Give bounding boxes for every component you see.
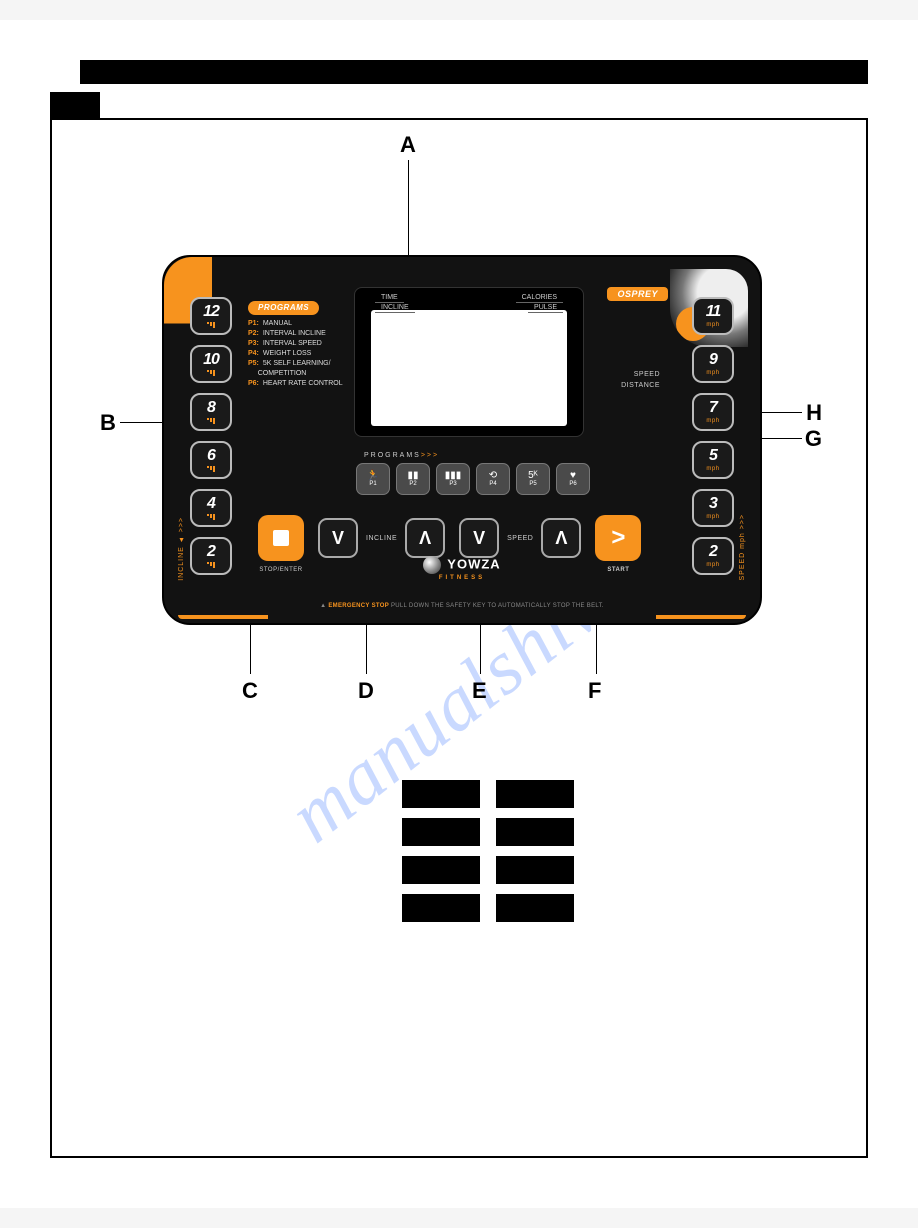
program-button-p4[interactable]: ⟲P4 [476, 463, 510, 495]
speed-quick-5[interactable]: 5mph [692, 441, 734, 479]
programs-button-row: 🏃P1▮▮P2▮▮▮P3⟲P45ᴷP5♥P6 [356, 463, 590, 495]
programs-row-label-text: PROGRAMS [364, 452, 421, 459]
lcd-label-incline: INCLINE [375, 304, 415, 313]
redacted-box [402, 818, 480, 846]
warning-text: PULL DOWN THE SAFETY KEY TO AUTOMATICALL… [391, 603, 604, 609]
programs-legend-item: P4: WEIGHT LOSS [248, 349, 343, 359]
redacted-boxes-grid [402, 780, 574, 922]
incline-adjust-group: V INCLINE Λ [318, 518, 445, 558]
lcd-label-distance: DISTANCE [621, 382, 660, 389]
logo-subtitle: FITNESS [164, 575, 760, 581]
programs-row-label: PROGRAMS>>> [364, 452, 439, 459]
programs-row-chevrons: >>> [421, 452, 439, 459]
callout-b: B [100, 410, 116, 436]
incline-up-button[interactable]: Λ [405, 518, 445, 558]
incline-quick-6[interactable]: 6 [190, 441, 232, 479]
play-icon: > [611, 524, 625, 552]
accent-bottom-right [656, 615, 746, 619]
programs-legend-item: P3: INTERVAL SPEED [248, 339, 343, 349]
speed-quick-11[interactable]: 11mph [692, 297, 734, 335]
incline-quick-4[interactable]: 4 [190, 489, 232, 527]
speed-quick-7[interactable]: 7mph [692, 393, 734, 431]
callout-h-label: H [806, 400, 822, 425]
lcd-top-labels: TIME CALORIES [375, 294, 563, 303]
redacted-box [496, 894, 574, 922]
callout-e: E [472, 678, 487, 704]
callout-d: D [358, 678, 374, 704]
model-badge: OSPREY [607, 287, 668, 301]
lcd-right-labels: SPEED DISTANCE [621, 367, 660, 393]
speed-quick-3[interactable]: 3mph [692, 489, 734, 527]
programs-legend-item: P2: INTERVAL INCLINE [248, 329, 343, 339]
callout-f-label: F [588, 678, 601, 703]
programs-legend-item: P1: MANUAL [248, 319, 343, 329]
brand-logo: YOWZA FITNESS [164, 556, 760, 581]
callout-d-label: D [358, 678, 374, 703]
incline-quick-12[interactable]: 12 [190, 297, 232, 335]
redacted-box [496, 856, 574, 884]
warning-strip: ▲ EMERGENCY STOP PULL DOWN THE SAFETY KE… [178, 603, 746, 609]
section-tab [50, 92, 100, 118]
incline-label: INCLINE [366, 535, 397, 542]
stop-icon [273, 530, 289, 546]
logo-sphere-icon [423, 556, 441, 574]
speed-label: SPEED [507, 535, 533, 542]
programs-legend-item: P5: 5K SELF LEARNING/ COMPETITION [248, 359, 343, 379]
speed-up-button[interactable]: Λ [541, 518, 581, 558]
programs-legend-item: P6: HEART RATE CONTROL [248, 379, 343, 389]
start-button[interactable]: > START [595, 515, 641, 561]
redacted-box [402, 780, 480, 808]
incline-quick-10[interactable]: 10 [190, 345, 232, 383]
speed-quick-9[interactable]: 9mph [692, 345, 734, 383]
header-bar [50, 60, 868, 84]
redacted-box [496, 818, 574, 846]
lcd-sub-labels: INCLINE PULSE [375, 304, 563, 313]
stop-enter-button[interactable]: STOP/ENTER [258, 515, 304, 561]
lcd-label-time: TIME [375, 294, 404, 303]
speed-quick-column: 11mph9mph7mph5mph3mph2mph [692, 297, 734, 575]
lcd-label-calories: CALORIES [516, 294, 563, 303]
callout-a: A [400, 132, 416, 158]
lcd-label-speed: SPEED [621, 371, 660, 378]
accent-bottom-left [178, 615, 268, 619]
redacted-box [402, 856, 480, 884]
program-button-p2[interactable]: ▮▮P2 [396, 463, 430, 495]
callout-h: H [806, 400, 822, 426]
callout-c-label: C [242, 678, 258, 703]
programs-legend: PROGRAMS P1: MANUALP2: INTERVAL INCLINEP… [248, 301, 343, 390]
incline-quick-column: 12108642 [190, 297, 232, 575]
redacted-box [496, 780, 574, 808]
control-row: STOP/ENTER V INCLINE Λ V SPEED Λ > START [258, 515, 666, 561]
callout-a-label: A [400, 132, 416, 157]
callout-c: C [242, 678, 258, 704]
manual-page: manualshive A B H G C D E [0, 20, 918, 1208]
warning-tag: EMERGENCY STOP [328, 603, 389, 609]
treadmill-console: OSPREY PROGRAMS P1: MANUALP2: INTERVAL I… [162, 255, 762, 625]
program-button-p3[interactable]: ▮▮▮P3 [436, 463, 470, 495]
programs-legend-items: P1: MANUALP2: INTERVAL INCLINEP3: INTERV… [248, 319, 343, 390]
program-button-p1[interactable]: 🏃P1 [356, 463, 390, 495]
speed-adjust-group: V SPEED Λ [459, 518, 581, 558]
content-frame: manualshive A B H G C D E [50, 118, 868, 1158]
program-button-p5[interactable]: 5ᴷP5 [516, 463, 550, 495]
logo-name: YOWZA [447, 556, 500, 571]
callout-e-label: E [472, 678, 487, 703]
callout-g: G [805, 426, 822, 452]
callout-b-label: B [100, 410, 116, 435]
lcd-label-pulse: PULSE [528, 304, 563, 313]
incline-down-button[interactable]: V [318, 518, 358, 558]
program-button-p6[interactable]: ♥P6 [556, 463, 590, 495]
callout-g-label: G [805, 426, 822, 451]
speed-down-button[interactable]: V [459, 518, 499, 558]
programs-pill: PROGRAMS [248, 301, 319, 315]
incline-quick-8[interactable]: 8 [190, 393, 232, 431]
callout-f: F [588, 678, 601, 704]
lcd-screen [371, 310, 567, 426]
redacted-box [402, 894, 480, 922]
lcd-frame: TIME CALORIES INCLINE PULSE [354, 287, 584, 437]
